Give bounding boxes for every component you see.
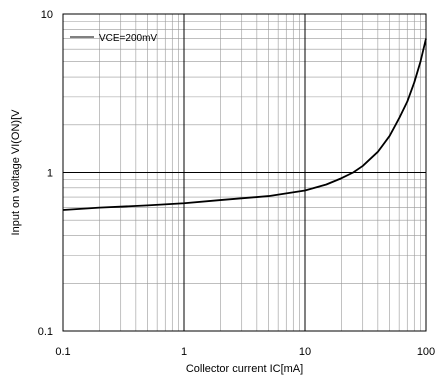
series-layer	[62, 38, 427, 211]
x-tick-labels: 0.1 1 10 100	[55, 346, 435, 358]
y-tick-label: 1	[47, 168, 53, 180]
y-tick-labels: 0.1 1 10	[38, 9, 53, 338]
y-tick-label: 0.1	[38, 326, 53, 338]
series-line-0	[62, 38, 427, 211]
x-tick-label: 0.1	[55, 346, 70, 358]
legend-label: VCE=200mV	[99, 33, 157, 44]
y-axis-label: Input on voltage VI(ON)[V	[10, 109, 22, 236]
major-gridlines	[63, 14, 426, 331]
x-tick-label: 10	[299, 346, 311, 358]
y-tick-label: 10	[41, 9, 53, 21]
x-tick-label: 1	[181, 346, 187, 358]
plot-frame	[62, 13, 427, 332]
x-tick-label: 100	[417, 346, 435, 358]
x-axis-label: Collector current IC[mA]	[186, 363, 303, 375]
legend: VCE=200mV	[70, 33, 157, 44]
